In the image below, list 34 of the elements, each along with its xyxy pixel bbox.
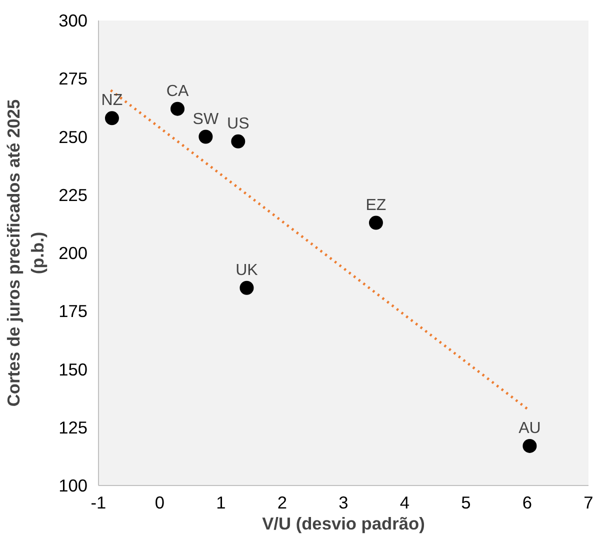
x-tick-label: 6 [522, 492, 532, 512]
y-tick-label: 125 [58, 417, 88, 438]
annotation: AU [518, 420, 541, 437]
x-tick-label: -1 [90, 492, 106, 512]
annotation: UK [236, 262, 258, 279]
y-tick-label: 225 [58, 184, 88, 205]
annotation: NZ [101, 92, 123, 110]
y-tick-label: 100 [58, 476, 88, 496]
annotation: US [227, 115, 250, 132]
x-tick-label: 1 [216, 492, 226, 512]
point [368, 216, 383, 230]
point [231, 134, 246, 148]
y-tick-label: 250 [58, 126, 88, 147]
x-tick-label: 3 [338, 492, 348, 512]
x-tick-label: 7 [584, 492, 594, 512]
point [240, 280, 254, 295]
y-tick-label: 200 [58, 243, 88, 263]
annotation: CA [166, 82, 189, 100]
x-tick-label: 0 [154, 492, 165, 512]
y-axis-title: Cortes de juros precificados até 2025 (p.b.) [4, 99, 48, 407]
x-tick-label: 2 [277, 492, 288, 512]
x-axis-title: V/U (desvio padrão) [262, 514, 425, 534]
y-tick-label: 275 [58, 68, 88, 89]
point [198, 130, 213, 144]
annotation: EZ [366, 196, 386, 214]
y-tick-label: 150 [58, 359, 88, 380]
x-tick-label: 5 [461, 492, 471, 512]
point [522, 438, 537, 453]
y-tick-label: 300 [58, 10, 88, 30]
annotation: SW [192, 110, 220, 128]
point [170, 102, 185, 116]
point [104, 111, 119, 126]
x-tick-label: 4 [400, 492, 410, 512]
y-tick-label: 175 [58, 301, 88, 322]
